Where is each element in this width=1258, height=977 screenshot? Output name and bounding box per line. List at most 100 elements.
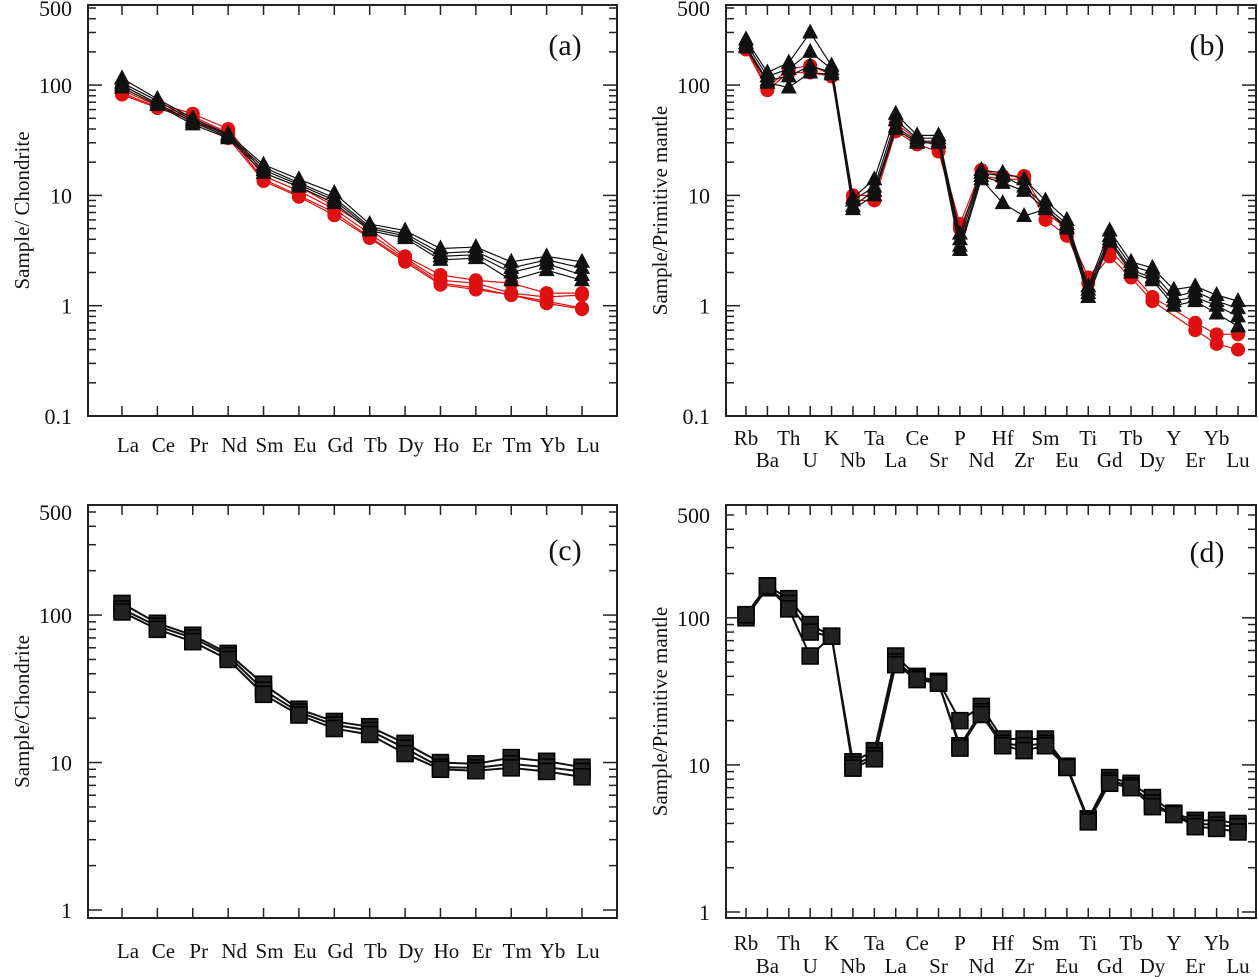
data-point-square: [360, 725, 379, 744]
data-point-square: [886, 655, 905, 674]
x-tick-label: Gd: [1097, 954, 1123, 977]
series-triangle-2: [114, 76, 590, 281]
data-point-triangle: [1058, 219, 1075, 235]
data-point-triangle: [1230, 317, 1246, 333]
data-point-triangle: [149, 96, 166, 112]
x-tick-label: Hf: [992, 426, 1014, 450]
x-tick-label: Sm: [1031, 426, 1059, 450]
series-triangle-0: [114, 69, 590, 268]
data-point-triangle: [802, 42, 819, 58]
data-point-triangle: [1165, 296, 1182, 312]
data-point-square: [972, 705, 991, 724]
x-tick-label: Lu: [1226, 448, 1250, 472]
data-point-triangle: [951, 240, 968, 256]
x-tick-label: Rb: [734, 426, 759, 450]
data-point-square: [467, 761, 485, 780]
y-axis-title: Sample/Chondrite: [10, 635, 34, 788]
data-point-square: [865, 750, 884, 768]
y-axis-title: Sample/ Chondrite: [10, 131, 34, 289]
data-point-triangle: [1187, 292, 1204, 308]
data-point-square: [758, 577, 777, 595]
data-point-triangle: [844, 200, 861, 216]
panel-label: (a): [548, 29, 581, 62]
x-tick-label: Ce: [905, 426, 928, 450]
plot-frame: [725, 4, 1257, 417]
x-tick-label: Yb: [1204, 426, 1230, 450]
data-point-circle: [575, 302, 589, 317]
data-point-triangle: [1037, 200, 1054, 216]
x-tick-label: Tb: [1119, 931, 1142, 955]
x-tick-label: La: [117, 433, 140, 457]
data-point-triangle: [1016, 181, 1033, 197]
data-point-triangle: [432, 250, 449, 266]
data-point-circle: [433, 277, 448, 292]
data-point-triangle: [184, 115, 201, 131]
y-tick-label: 500: [39, 0, 72, 21]
data-point-triangle: [1208, 304, 1225, 320]
x-tick-label: Er: [472, 939, 492, 963]
panel-label: (c): [548, 534, 581, 567]
data-point-square: [573, 768, 591, 786]
data-point-circle: [1231, 342, 1245, 357]
y-tick-label: 10: [688, 753, 710, 778]
series-line: [745, 586, 1239, 828]
y-tick-label: 500: [677, 503, 710, 528]
x-tick-label: Yb: [1204, 931, 1230, 955]
x-tick-label: Ce: [152, 433, 175, 457]
data-point-triangle: [930, 133, 947, 149]
x-tick-label: Ho: [434, 939, 460, 963]
y-tick-label: 500: [677, 0, 710, 21]
x-tick-label: Eu: [1055, 448, 1079, 472]
x-tick-label: P: [954, 426, 966, 450]
data-point-triangle: [397, 229, 414, 245]
y-tick-label: 0.1: [45, 404, 73, 429]
panel-label: (d): [1190, 536, 1225, 569]
x-tick-label: Pr: [189, 939, 208, 963]
data-point-circle: [291, 189, 306, 204]
x-tick-label: Y: [1166, 931, 1181, 955]
series-line: [745, 584, 1239, 833]
data-point-square: [737, 605, 755, 624]
data-point-triangle: [361, 221, 378, 237]
x-tick-label: P: [954, 931, 966, 955]
x-tick-label: Yb: [540, 433, 566, 457]
x-tick-label: U: [803, 448, 818, 472]
panel-c: 1 10 100 500 Sample/Chondrite (c) La Ce Pr Nd Sm Eu…: [10, 500, 618, 963]
x-tick-label: Ta: [864, 931, 885, 955]
data-point-circle: [1038, 212, 1053, 227]
data-point-square: [537, 762, 556, 781]
data-point-triangle: [1101, 232, 1118, 248]
x-tick-label: Yb: [540, 939, 566, 963]
y-tick-label: 100: [677, 606, 710, 631]
plot-frame: [725, 504, 1257, 919]
data-point-square: [951, 711, 969, 730]
x-tick-label: Y: [1166, 426, 1181, 450]
x-tick-label: Zr: [1014, 954, 1034, 977]
series-triangle-3: [738, 38, 1246, 333]
data-point-square: [1229, 823, 1247, 841]
data-point-circle: [539, 296, 554, 311]
data-point-triangle: [220, 129, 237, 145]
y-tick-label: 1: [699, 900, 710, 925]
x-tick-label: Lu: [1226, 954, 1250, 977]
series-line: [745, 31, 1239, 302]
data-point-triangle: [1123, 263, 1140, 279]
data-point-circle: [1209, 327, 1224, 342]
data-point-square: [254, 685, 273, 704]
data-point-triangle: [759, 73, 776, 89]
data-point-triangle: [909, 133, 926, 149]
y-tick-label: 1: [61, 294, 72, 319]
x-tick-label: Eu: [293, 433, 317, 457]
y-tick-label: 0.1: [683, 404, 711, 429]
x-tick-label: Eu: [1055, 954, 1079, 977]
data-point-square: [1100, 774, 1119, 793]
series-triangle-3: [114, 78, 590, 287]
data-point-triangle: [1208, 296, 1225, 312]
panel-label: (b): [1190, 29, 1225, 62]
data-point-square: [1058, 758, 1076, 777]
series-square-2: [737, 577, 1247, 841]
series-triangle-2: [738, 37, 1246, 323]
x-tick-label: Lu: [576, 433, 600, 457]
data-point-square: [993, 736, 1012, 755]
data-point-square: [113, 603, 131, 621]
